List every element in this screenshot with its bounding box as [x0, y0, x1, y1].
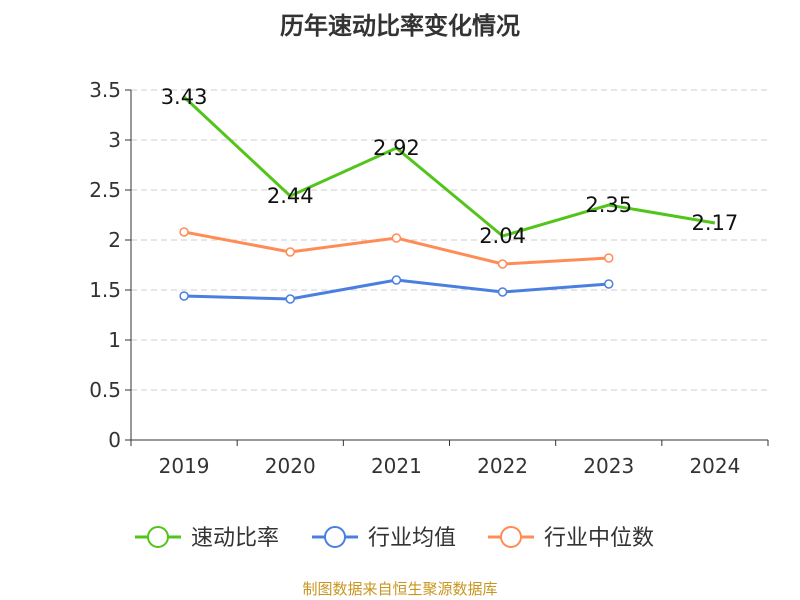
data-point [391, 233, 402, 243]
legend-label: 行业均值 [368, 526, 456, 551]
data-label: 2.17 [692, 211, 739, 235]
data-point [179, 291, 189, 301]
data-point [285, 247, 295, 257]
data-label: 2.04 [479, 224, 526, 248]
legend-marker [324, 526, 346, 548]
data-point [285, 294, 295, 304]
y-tick-label: 2.5 [89, 178, 121, 202]
x-tick-label: 2019 [159, 454, 210, 478]
y-tick-label: 1 [108, 328, 121, 352]
x-tick-label: 2021 [371, 454, 422, 478]
data-point [391, 275, 402, 285]
data-label: 3.43 [161, 85, 208, 109]
data-point [604, 279, 614, 289]
data-point [604, 253, 614, 263]
source-note: 制图数据来自恒生聚源数据库 [302, 580, 498, 598]
data-point [497, 259, 508, 269]
x-tick-label: 2022 [477, 454, 528, 478]
legend-marker [147, 526, 169, 548]
y-tick-label: 0 [108, 428, 121, 452]
legend-label: 速动比率 [191, 526, 279, 551]
x-tick-label: 2023 [583, 454, 634, 478]
data-label: 2.44 [267, 184, 314, 208]
y-tick-label: 3 [108, 128, 121, 152]
data-point [179, 227, 189, 237]
series-line [183, 95, 716, 238]
x-tick-label: 2024 [689, 454, 740, 478]
data-point [497, 287, 508, 297]
data-label: 2.92 [373, 136, 420, 160]
chart-title: 历年速动比率变化情况 [280, 12, 520, 40]
y-tick-label: 0.5 [89, 378, 121, 402]
legend-label: 行业中位数 [544, 526, 654, 551]
y-tick-label: 2 [108, 228, 121, 252]
data-label: 2.35 [585, 193, 632, 217]
y-tick-label: 1.5 [89, 278, 121, 302]
legend-marker [500, 526, 522, 548]
x-tick-label: 2020 [265, 454, 316, 478]
y-tick-label: 3.5 [89, 78, 121, 102]
